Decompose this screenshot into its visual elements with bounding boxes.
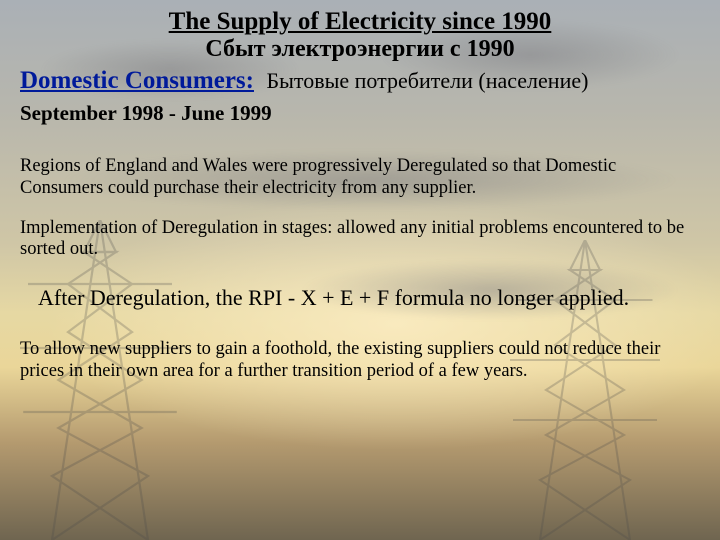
title-ru: Сбыт электроэнергии с 1990: [20, 36, 700, 63]
title-en: The Supply of Electricity since 1990: [20, 8, 700, 36]
paragraph-2: Implementation of Deregulation in stages…: [20, 218, 700, 262]
date-range: September 1998 - June 1999: [20, 101, 700, 126]
paragraph-1: Regions of England and Wales were progre…: [20, 156, 700, 200]
slide-content: The Supply of Electricity since 1990 Сбы…: [0, 0, 720, 540]
paragraph-3: To allow new suppliers to gain a foothol…: [20, 339, 700, 383]
domestic-consumers-line: Domestic Consumers: Бытовые потребители …: [20, 67, 700, 95]
domestic-consumers-ru: Бытовые потребители (население): [266, 68, 588, 93]
domestic-consumers-label: Domestic Consumers:: [20, 67, 254, 94]
formula-line: After Deregulation, the RPI - X + E + F …: [20, 285, 700, 311]
